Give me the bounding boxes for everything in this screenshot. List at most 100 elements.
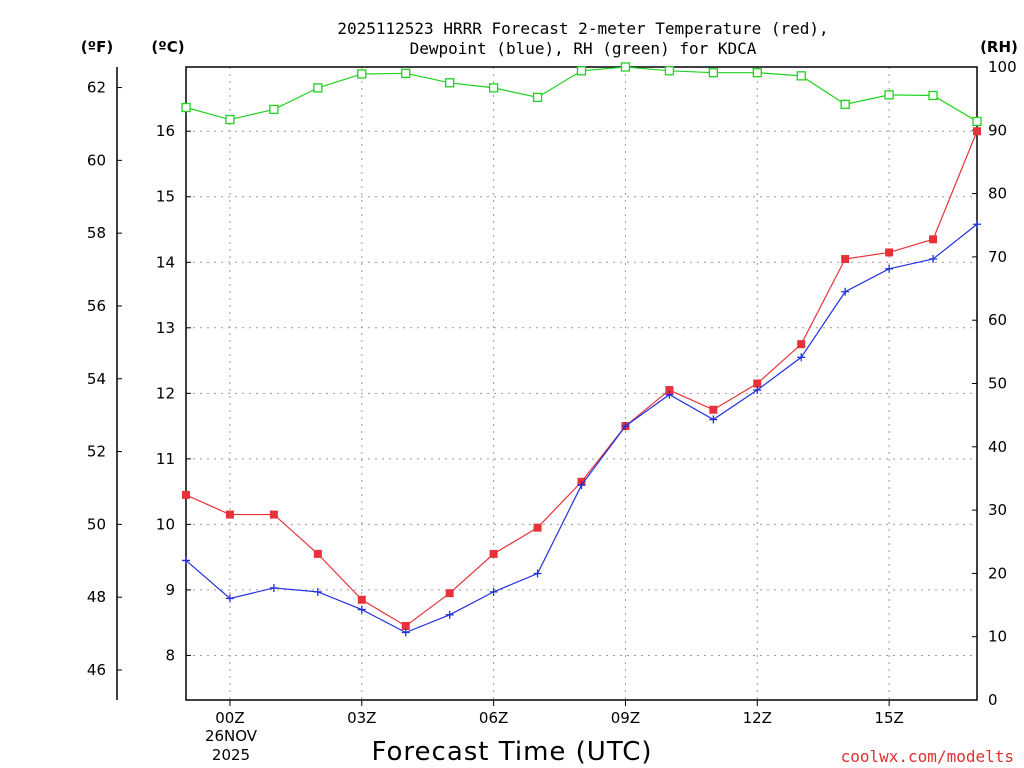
data-series [181,62,982,637]
rh-point [620,62,631,72]
temperature-point [445,589,454,598]
rh-point [972,116,982,127]
rh-point [269,104,279,115]
x-tick-label: 06Z [479,709,508,727]
temperature-point [269,510,278,519]
temperature-point [841,254,850,263]
rh-tick-label: 50 [988,375,1007,393]
dewpoint-point [182,556,190,565]
dewpoint-point [621,422,630,431]
fahrenheit-tick-label: 60 [87,151,106,169]
temperature-line [185,130,978,627]
dewpoint-point [665,390,674,399]
chart-title-line1: 2025112523 HRRR Forecast 2-meter Tempera… [337,19,828,38]
rh-tick-label: 70 [988,248,1007,266]
fahrenheit-tick-label: 62 [87,79,106,97]
dewpoint-point [533,569,542,578]
temperature-point [401,621,410,630]
dewpoint-point [885,264,894,273]
rh-point [664,66,675,76]
rh-point [752,68,762,78]
temperature-point [225,510,234,519]
fahrenheit-tick-label: 46 [87,661,106,679]
celsius-tick-label: 14 [156,253,175,271]
fahrenheit-tick-label: 56 [87,297,106,315]
rh-point [225,114,235,125]
x-tick-label: 09Z [611,709,640,727]
rh-point [445,78,455,88]
dewpoint-point [401,628,410,637]
rh-tick-label: 60 [988,311,1007,329]
dewpoint-point [225,594,234,603]
celsius-tick-label: 15 [156,188,175,206]
dewpoint-line [185,223,978,634]
rh-point [313,83,323,93]
dewpoint-point [841,287,850,296]
dewpoint-point [445,610,454,619]
celsius-tick-label: 12 [156,384,175,402]
rh-tick-label: 30 [988,501,1007,519]
dewpoint-point [973,220,981,229]
plot-frame [185,66,978,701]
celsius-unit-label: (ºC) [151,38,184,56]
rh-tick-label: 0 [988,691,998,709]
temperature-point [885,248,894,257]
fahrenheit-tick-label: 58 [87,224,106,242]
temperature-point [182,490,190,499]
celsius-tick-label: 11 [156,450,175,468]
rh-tick-label: 20 [988,564,1007,582]
rh-point [884,90,894,100]
rh-tick-label: 90 [988,121,1007,139]
temperature-point [797,340,806,349]
rh-tick-label: 40 [988,438,1007,456]
celsius-tick-label: 9 [165,581,175,599]
temperature-point [753,379,762,388]
rh-tick-label: 100 [988,58,1017,76]
rh-point [357,69,367,79]
temperature-point [929,235,938,244]
x-tick-label: 03Z [347,709,376,727]
celsius-tick-label: 13 [156,319,175,337]
dewpoint-point [269,583,278,592]
rh-point [488,83,499,93]
dewpoint-point [357,605,366,614]
rh-point [532,92,543,103]
rh-point [796,71,806,81]
rh-tick-label: 80 [988,185,1007,203]
celsius-tick-label: 16 [156,122,175,140]
celsius-tick-label: 8 [165,646,175,664]
fahrenheit-unit-label: (ºF) [81,38,113,56]
date-label-year: 2025 [212,746,250,764]
rh-point [708,68,718,78]
temperature-point [709,405,718,414]
dewpoint-point [709,415,718,424]
rh-tick-label: 10 [988,628,1007,646]
date-label-day: 26NOV [205,727,258,745]
grid-lines [186,67,977,700]
temperature-point [973,127,981,136]
x-tick-label: 00Z [215,709,244,727]
rh-point [840,99,850,109]
x-tick-label: 12Z [743,709,772,727]
axes: 00Z 03Z 06Z 09Z 12Z 15Z 8 9 10 11 12 13 14 15 16 46 48 50… [87,58,1017,727]
fahrenheit-tick-label: 54 [87,370,106,388]
credit-label: coolwx.com/modelts [841,747,1014,766]
x-tick-label: 15Z [874,709,903,727]
fahrenheit-tick-label: 52 [87,443,106,461]
rh-point [928,90,938,101]
dewpoint-point [489,587,498,596]
dewpoint-point [797,353,806,362]
x-axis-title: Forecast Time (UTC) [371,737,652,767]
temperature-point [533,523,542,532]
rh-point [401,68,411,78]
fahrenheit-tick-label: 48 [87,588,106,606]
fahrenheit-tick-label: 50 [87,515,106,533]
dewpoint-point [577,481,586,490]
celsius-tick-label: 10 [156,515,175,533]
dewpoint-point [929,254,938,263]
temperature-point [665,386,674,395]
temperature-point [357,595,366,604]
rh-unit-label: (RH) [980,38,1018,56]
chart-title-line2: Dewpoint (blue), RH (green) for KDCA [410,39,757,58]
